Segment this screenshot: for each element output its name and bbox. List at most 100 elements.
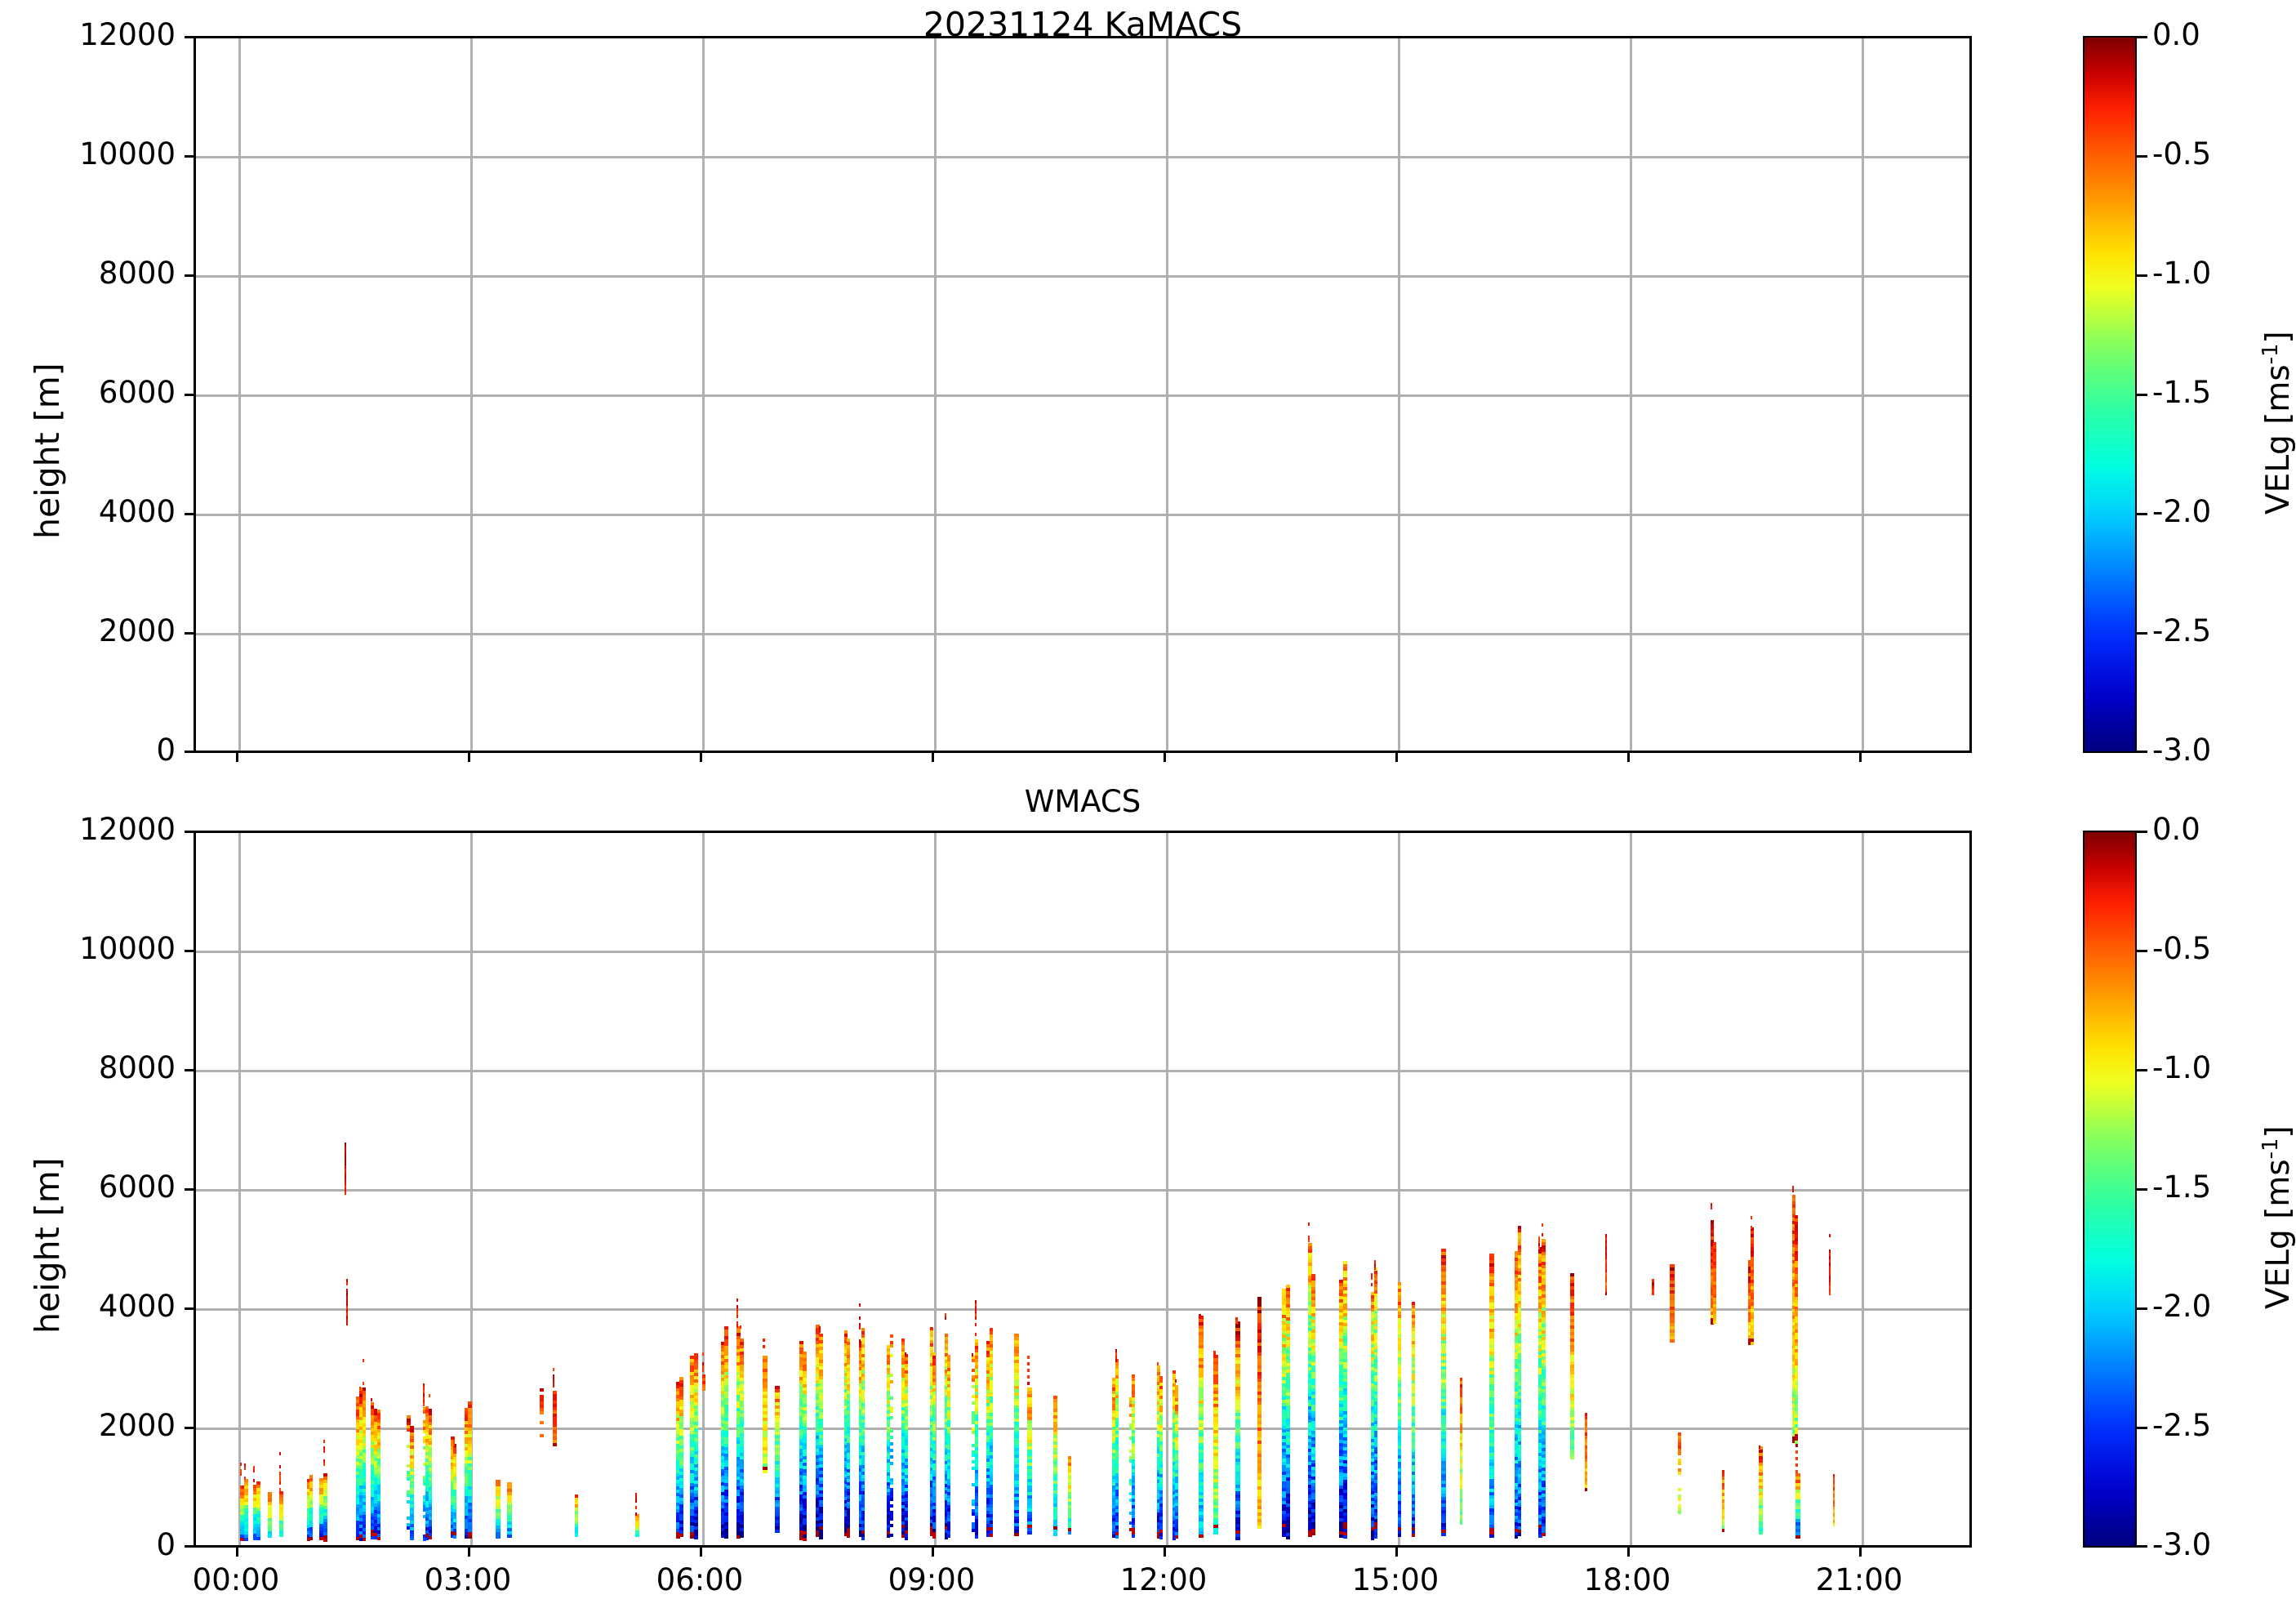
- radar-data-wmacs: [196, 833, 1969, 1545]
- plot-area-kamacs: [196, 38, 1969, 751]
- plot-area-wmacs: [196, 833, 1969, 1545]
- ytick-label: 0: [156, 1527, 176, 1562]
- xtick-mark: [932, 753, 934, 762]
- xtick-label: 06:00: [656, 1562, 744, 1597]
- ytick-label: 2000: [98, 613, 176, 648]
- cbtick-label: -2.0: [2152, 1289, 2212, 1324]
- ytick-label: 4000: [98, 1289, 176, 1324]
- cbtick-label: 0.0: [2152, 17, 2200, 52]
- xtick-mark: [1859, 1548, 1862, 1557]
- xtick-mark: [1164, 1548, 1166, 1557]
- cbtick-mark: [2137, 155, 2147, 158]
- cbtick-mark: [2137, 1188, 2147, 1191]
- ytick-label: 10000: [79, 931, 176, 966]
- ytick-label: 8000: [98, 256, 176, 291]
- xtick-mark: [1164, 753, 1166, 762]
- ytick-mark: [185, 1545, 194, 1548]
- xtick-label: 21:00: [1815, 1562, 1903, 1597]
- ytick-label: 12000: [79, 17, 176, 52]
- ytick-mark: [185, 831, 194, 833]
- xtick-label: 03:00: [424, 1562, 512, 1597]
- ytick-label: 2000: [98, 1408, 176, 1443]
- xtick-label: 15:00: [1351, 1562, 1439, 1597]
- xtick-mark: [1395, 1548, 1398, 1557]
- cbtick-mark: [2137, 632, 2147, 635]
- xtick-mark: [468, 1548, 470, 1557]
- cbtick-mark: [2137, 1069, 2147, 1071]
- cbtick-mark: [2137, 751, 2147, 753]
- radar-data-kamacs: [196, 38, 1969, 751]
- colorbar-label-exponent: -1: [2258, 343, 2283, 365]
- cbtick-mark: [2137, 394, 2147, 396]
- xtick-mark: [1627, 1548, 1630, 1557]
- xtick-mark: [1395, 753, 1398, 762]
- ytick-mark: [185, 36, 194, 38]
- colorbar-kamacs: [2083, 36, 2137, 753]
- ytick-mark: [185, 1427, 194, 1429]
- cbtick-label: -2.5: [2152, 1408, 2212, 1443]
- ytick-label: 12000: [79, 812, 176, 847]
- cbtick-mark: [2137, 274, 2147, 277]
- colorbar-label-text: VELg [ms: [2260, 364, 2296, 514]
- xtick-mark: [1627, 753, 1630, 762]
- cbtick-label: -3.0: [2152, 733, 2212, 768]
- ytick-label: 6000: [98, 375, 176, 410]
- ylabel-kamacs: height [m]: [28, 363, 67, 539]
- ytick-mark: [185, 950, 194, 952]
- ytick-label: 10000: [79, 136, 176, 172]
- colorbar-label-bracket: ]: [2260, 331, 2296, 344]
- xtick-mark: [236, 753, 238, 762]
- axes-wmacs: [194, 831, 1972, 1548]
- xtick-mark: [700, 753, 702, 762]
- cbtick-mark: [2137, 950, 2147, 952]
- xtick-mark: [236, 1548, 238, 1557]
- colorbar-label-wmacs: VELg [ms-1]: [2258, 1125, 2296, 1309]
- cbtick-label: -2.0: [2152, 494, 2212, 529]
- ylabel-wmacs: height [m]: [28, 1157, 67, 1334]
- cbtick-label: -3.0: [2152, 1527, 2212, 1562]
- cbtick-label: -0.5: [2152, 931, 2212, 966]
- colorbar-label-bracket: ]: [2260, 1125, 2296, 1138]
- cbtick-mark: [2137, 831, 2147, 833]
- xtick-label: 00:00: [192, 1562, 280, 1597]
- xtick-label: 09:00: [888, 1562, 976, 1597]
- ytick-mark: [185, 155, 194, 158]
- cbtick-label: -1.0: [2152, 256, 2212, 291]
- panel-title-wmacs: WMACS: [1024, 784, 1141, 819]
- ytick-mark: [185, 632, 194, 635]
- xtick-mark: [468, 753, 470, 762]
- cbtick-label: 0.0: [2152, 812, 2200, 847]
- cbtick-mark: [2137, 1545, 2147, 1548]
- ytick-mark: [185, 751, 194, 753]
- ytick-mark: [185, 394, 194, 396]
- xtick-mark: [932, 1548, 934, 1557]
- ytick-mark: [185, 513, 194, 515]
- cbtick-mark: [2137, 36, 2147, 38]
- cbtick-label: -0.5: [2152, 136, 2212, 172]
- cbtick-mark: [2137, 1427, 2147, 1429]
- cbtick-label: -2.5: [2152, 613, 2212, 648]
- ytick-mark: [185, 1069, 194, 1071]
- cbtick-label: -1.0: [2152, 1050, 2212, 1085]
- colorbar-label-kamacs: VELg [ms-1]: [2258, 331, 2296, 514]
- cbtick-label: -1.5: [2152, 1169, 2212, 1205]
- ytick-label: 6000: [98, 1169, 176, 1205]
- xtick-mark: [1859, 753, 1862, 762]
- ytick-label: 8000: [98, 1050, 176, 1085]
- cbtick-mark: [2137, 1307, 2147, 1310]
- xtick-label: 12:00: [1119, 1562, 1208, 1597]
- colorbar-label-exponent: -1: [2258, 1138, 2283, 1160]
- xtick-label: 18:00: [1583, 1562, 1671, 1597]
- xtick-mark: [700, 1548, 702, 1557]
- colorbar-wmacs: [2083, 831, 2137, 1548]
- ytick-mark: [185, 274, 194, 277]
- ytick-mark: [185, 1188, 194, 1191]
- colorbar-label-text: VELg [ms: [2260, 1159, 2296, 1309]
- ytick-mark: [185, 1307, 194, 1310]
- axes-kamacs: [194, 36, 1972, 753]
- ytick-label: 4000: [98, 494, 176, 529]
- cbtick-mark: [2137, 513, 2147, 515]
- cbtick-label: -1.5: [2152, 375, 2212, 410]
- ytick-label: 0: [156, 733, 176, 768]
